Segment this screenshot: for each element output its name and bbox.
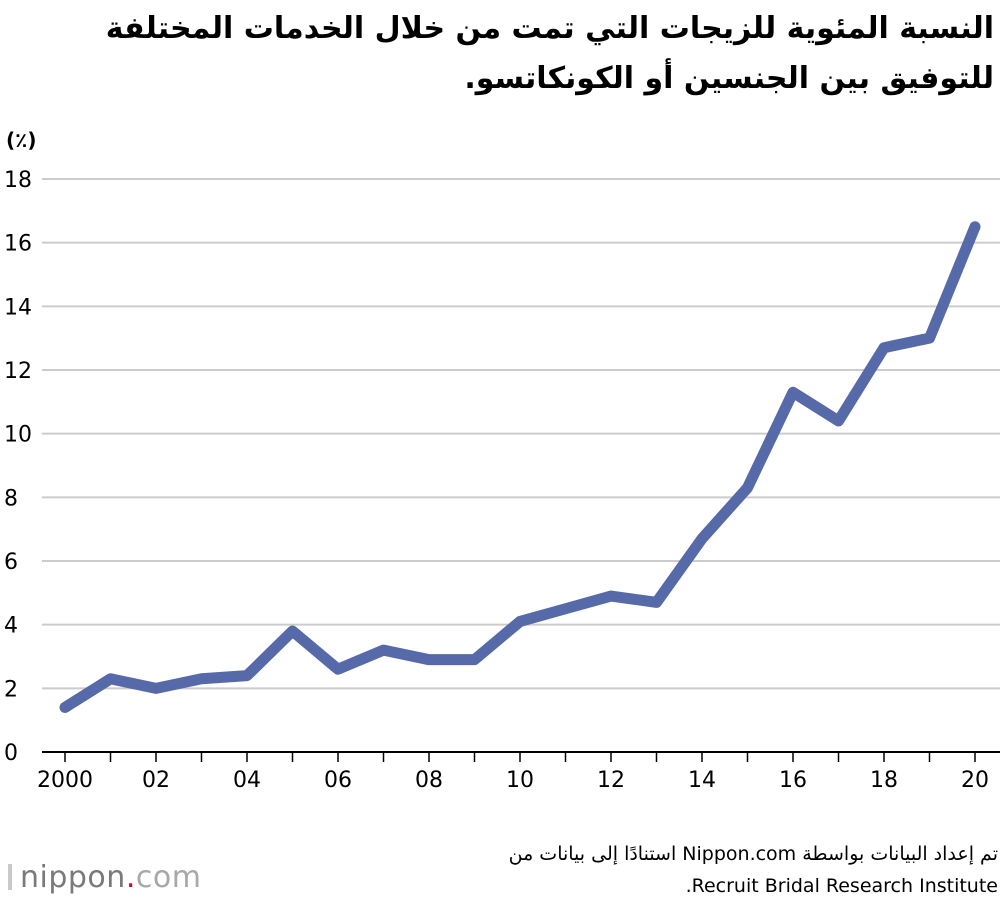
data-point <box>427 657 431 662</box>
logo-tld: com <box>135 860 202 895</box>
y-tick-label: 2 <box>4 677 18 702</box>
y-tick-label: 18 <box>4 168 32 193</box>
data-point <box>609 594 613 599</box>
logo-bar-icon <box>8 864 12 890</box>
y-tick-label: 6 <box>4 550 18 575</box>
y-tick-label: 4 <box>4 614 18 639</box>
data-point <box>836 418 841 423</box>
y-tick-label: 16 <box>4 232 32 257</box>
data-point <box>381 648 386 653</box>
data-point <box>654 600 659 605</box>
data-point <box>973 224 977 229</box>
chart-title-line-1: النسبة المئوية للزيجات التي تمت من خلال … <box>105 11 994 46</box>
x-tick-label: 04 <box>233 768 261 793</box>
logo-dot: . <box>125 860 136 895</box>
data-point <box>154 686 158 691</box>
data-point <box>290 629 295 634</box>
chart-title: النسبة المئوية للزيجات التي تمت من خلال … <box>10 4 994 104</box>
data-point <box>745 485 750 490</box>
y-axis-unit-label: (٪) <box>6 128 37 152</box>
x-tick-label: 08 <box>415 768 443 793</box>
data-point <box>336 667 340 672</box>
x-tick-label: 16 <box>779 768 807 793</box>
x-tick-label: 2000 <box>37 768 93 793</box>
x-tick-label: 18 <box>870 768 898 793</box>
series-line <box>59 221 981 713</box>
logo-name: nippon <box>20 860 126 895</box>
x-tick-label: 02 <box>142 768 170 793</box>
y-tick-label: 10 <box>4 423 32 448</box>
data-point <box>700 536 704 541</box>
x-tick-label: 12 <box>597 768 625 793</box>
data-point <box>63 705 67 710</box>
source-note-line-1: تم إعداد البيانات بواسطة Nippon.com استن… <box>508 843 998 865</box>
y-tick-label: 12 <box>4 359 32 384</box>
y-tick-label: 14 <box>4 295 32 320</box>
y-tick-label: 0 <box>4 741 18 766</box>
data-point <box>791 390 795 395</box>
data-point <box>472 657 477 662</box>
data-point <box>245 673 249 678</box>
data-point <box>199 676 204 681</box>
x-tick-label: 14 <box>688 768 716 793</box>
data-point <box>927 336 932 341</box>
x-tick-label: 06 <box>324 768 352 793</box>
data-point <box>563 606 568 611</box>
y-tick-label: 8 <box>4 486 18 511</box>
data-point <box>108 676 113 681</box>
nippon-logo: nippon.com <box>8 860 201 895</box>
data-point <box>882 345 886 350</box>
x-tick-label: 20 <box>961 768 989 793</box>
chart-title-line-2: للتوفيق بين الجنسين أو الكونكاتسو. <box>464 61 994 96</box>
source-note-line-2: Recruit Bridal Research Institute. <box>685 875 998 897</box>
x-tick-label: 10 <box>506 768 534 793</box>
data-point <box>518 619 522 624</box>
